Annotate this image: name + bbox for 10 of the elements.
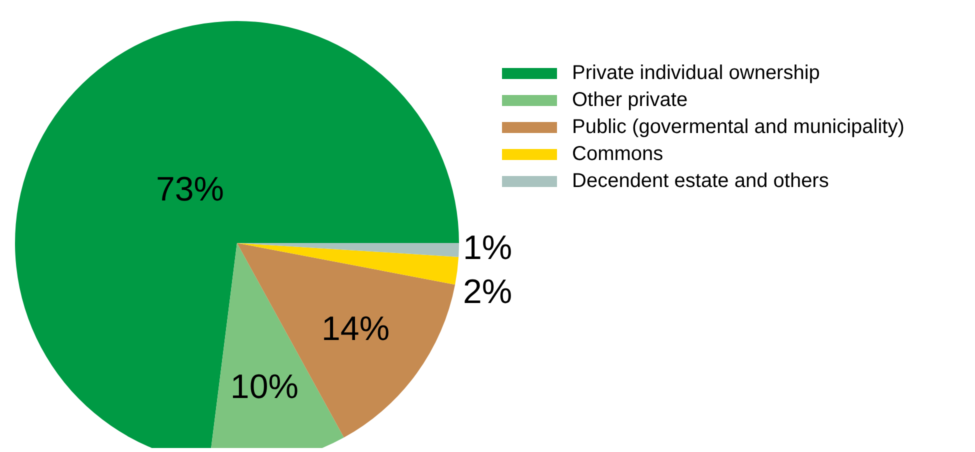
data-label: 1%: [463, 229, 512, 267]
data-label: 14%: [322, 310, 390, 348]
data-label: 73%: [156, 170, 224, 209]
legend-label: Private individual ownership: [572, 61, 820, 86]
data-label: 2%: [463, 273, 512, 311]
legend-label: Commons: [572, 142, 664, 167]
data-label: 10%: [230, 368, 298, 406]
legend-label: Decendent estate and others: [572, 169, 829, 194]
legend-label: Public (govermental and municipality): [572, 115, 904, 140]
legend-label: Other private: [572, 88, 688, 113]
